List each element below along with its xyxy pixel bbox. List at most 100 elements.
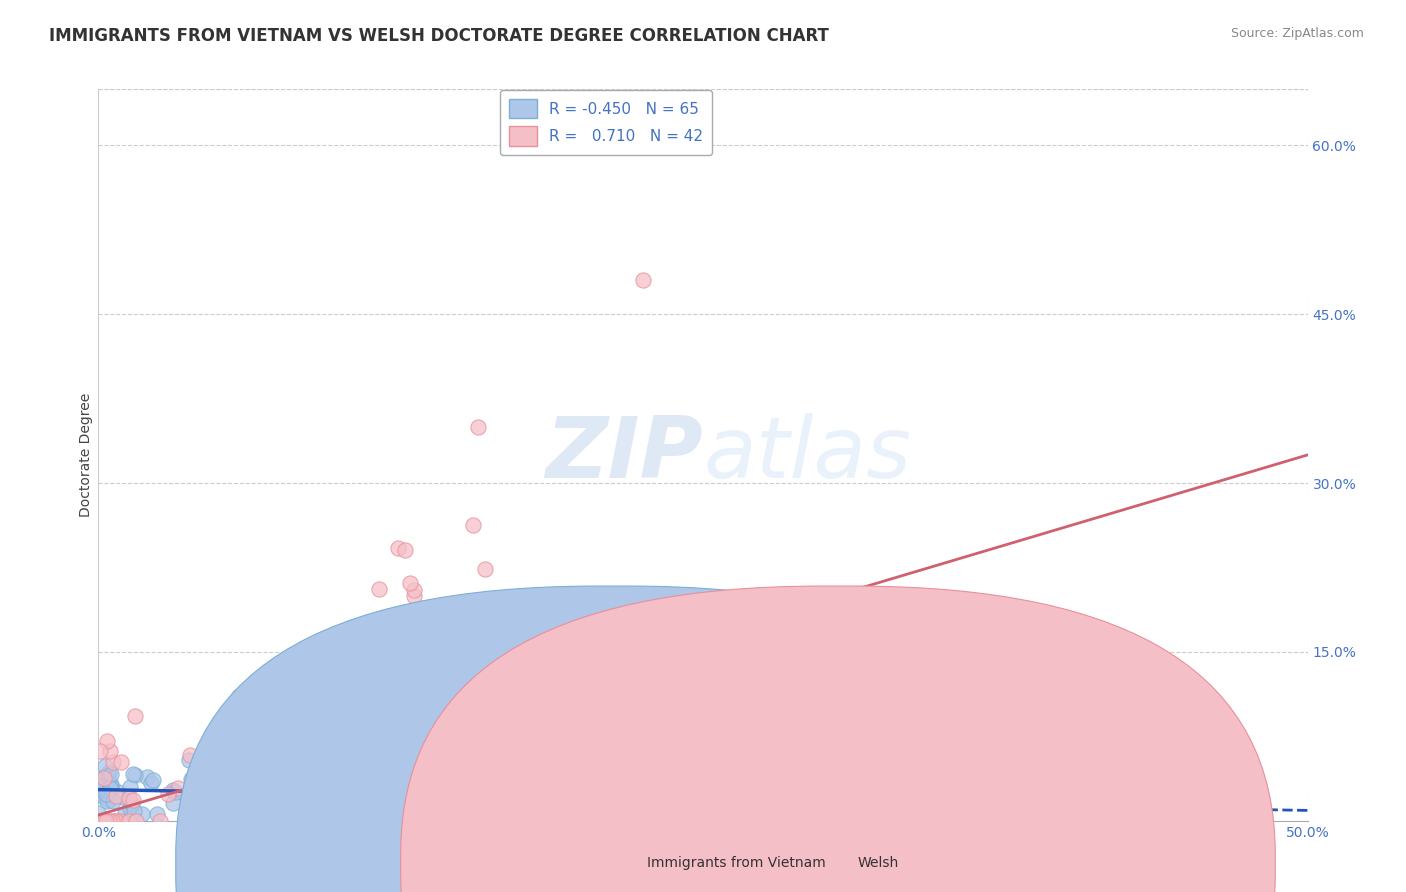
Point [869,776,891,790]
Point [110,755,132,769]
Point [98,780,121,795]
Point [96,734,118,748]
Point [204,774,226,789]
Point [90,814,112,828]
Text: atlas: atlas [703,413,911,497]
Point [461,518,484,533]
Point [93,759,115,773]
Point [124,804,146,818]
Point [149,814,172,828]
Point [107,785,129,799]
Point [1054,785,1077,799]
Point [122,793,145,807]
Point [1171,814,1194,828]
Point [298,802,321,816]
Point [121,797,143,811]
Text: Immigrants from Vietnam: Immigrants from Vietnam [647,856,825,871]
Point [1157,795,1180,809]
Point [394,543,416,558]
Point [97,814,120,828]
Point [146,806,169,821]
Y-axis label: Doctorate Degree: Doctorate Degree [79,392,93,517]
Point [1066,788,1088,802]
Legend: R = -0.450   N = 65, R =   0.710   N = 42: R = -0.450 N = 65, R = 0.710 N = 42 [501,89,713,154]
Point [387,541,409,555]
Point [404,589,426,603]
Point [323,797,346,811]
Point [90,779,112,793]
Point [121,766,143,780]
Point [470,782,492,797]
Point [180,772,202,786]
Point [167,781,190,796]
Point [1010,797,1032,811]
Point [105,789,128,804]
Point [94,787,117,801]
Point [118,814,141,828]
Point [162,796,184,810]
Point [96,794,118,808]
Point [103,814,125,828]
Text: Source: ZipAtlas.com: Source: ZipAtlas.com [1230,27,1364,40]
Point [474,562,496,576]
Point [142,773,165,788]
Point [165,785,187,799]
Point [93,772,115,786]
Point [696,787,718,801]
Point [139,776,162,790]
Point [156,787,179,801]
Point [1212,814,1234,828]
Point [865,791,887,805]
Point [776,792,799,806]
Point [94,814,117,828]
Point [437,632,460,647]
Point [100,766,122,780]
Point [124,709,146,723]
Point [93,814,115,828]
Point [87,805,110,820]
Point [208,804,231,818]
Point [93,789,115,804]
Point [118,790,141,805]
Point [402,582,425,597]
Point [87,780,110,795]
Point [1052,797,1074,812]
Point [98,743,121,757]
Point [111,790,134,805]
Point [631,273,654,287]
Text: IMMIGRANTS FROM VIETNAM VS WELSH DOCTORATE DEGREE CORRELATION CHART: IMMIGRANTS FROM VIETNAM VS WELSH DOCTORA… [49,27,830,45]
Point [100,777,122,791]
Point [179,753,201,767]
Point [713,801,735,815]
Point [96,782,118,797]
Point [90,814,112,828]
Point [131,807,153,822]
Point [184,764,207,779]
Point [240,766,263,780]
Point [98,765,121,780]
Point [1057,783,1080,797]
Point [467,420,489,434]
Point [98,778,121,792]
Point [114,805,136,820]
Point [94,783,117,797]
Point [118,801,141,815]
Point [797,786,820,800]
Point [94,769,117,783]
Point [208,747,231,762]
Point [125,814,148,828]
Point [1229,804,1251,818]
Point [398,575,420,590]
Point [104,814,127,828]
Point [623,785,645,799]
Point [124,768,146,782]
Point [136,770,159,784]
Point [108,814,131,828]
Point [367,582,389,597]
Point [179,747,201,762]
Text: ZIP: ZIP [546,413,703,497]
Point [398,706,420,721]
Point [304,675,326,690]
Point [228,689,250,703]
Point [108,814,131,828]
